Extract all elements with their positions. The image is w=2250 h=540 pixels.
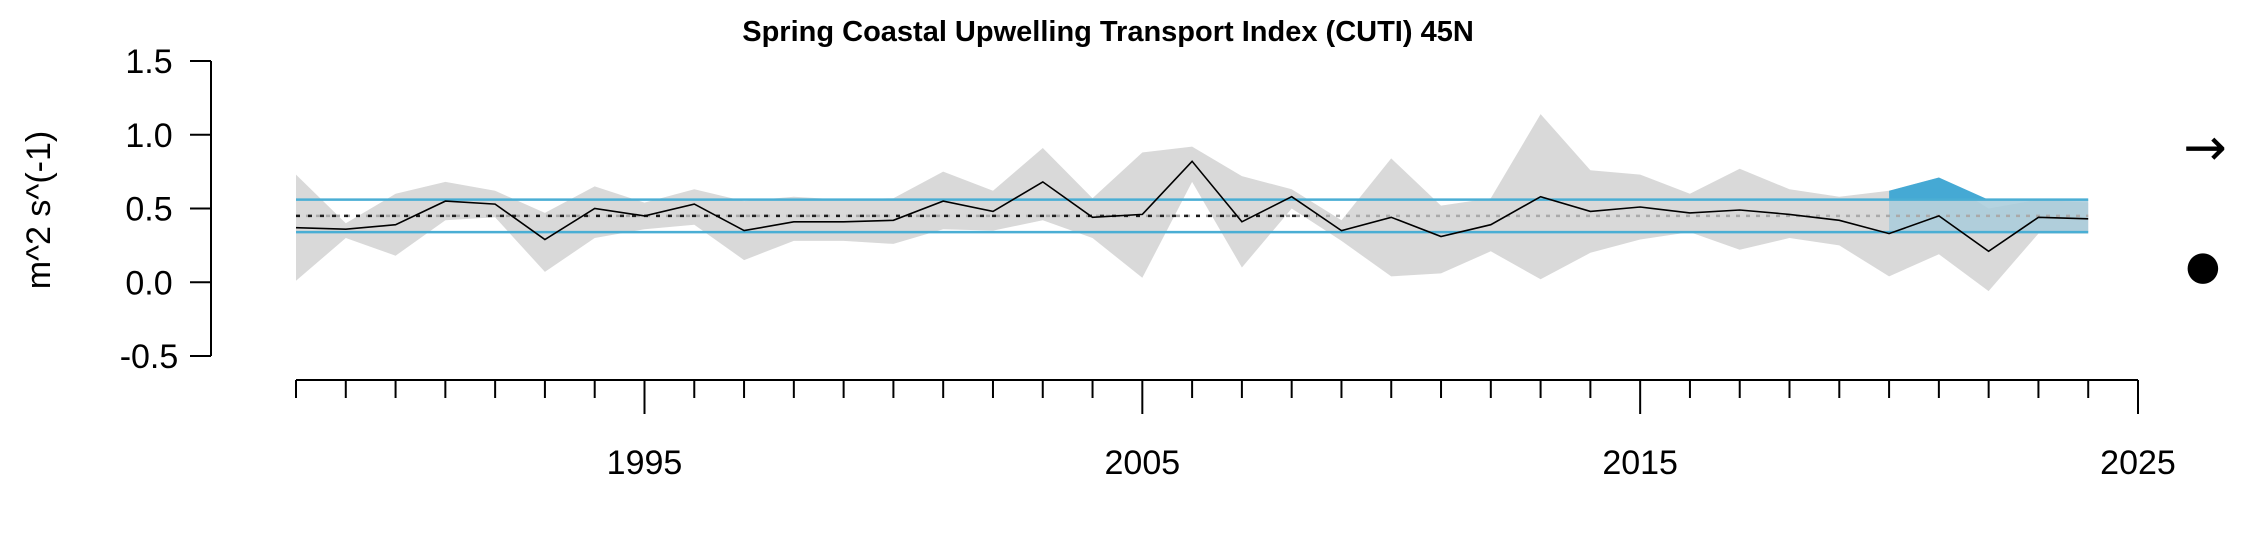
mean-dot-icon: ● bbox=[2186, 243, 2221, 289]
x-tick-label: 2015 bbox=[1602, 444, 1678, 482]
recent-window-above-fill bbox=[1889, 177, 2089, 200]
x-tick-label: 2005 bbox=[1105, 444, 1181, 482]
trend-arrow-icon: → bbox=[2183, 118, 2227, 178]
y-tick-label: 0.0 bbox=[125, 264, 172, 302]
x-tick-label: 2025 bbox=[2100, 444, 2176, 482]
plot-area bbox=[295, 114, 2089, 292]
x-axis: 1995 2005 2015 2025 bbox=[295, 379, 2176, 482]
y-tick-label: 1.5 bbox=[125, 43, 172, 81]
y-tick-label: 0.5 bbox=[125, 191, 172, 229]
y-axis-title: m^2 s^(-1) bbox=[20, 131, 58, 289]
value-line bbox=[295, 160, 2089, 253]
x-tick-label: 1995 bbox=[607, 444, 683, 482]
error-band bbox=[296, 114, 2089, 292]
chart-title: Spring Coastal Upwelling Transport Index… bbox=[742, 16, 1474, 48]
y-axis: -0.5 0.0 0.5 1.0 1.5 bbox=[120, 43, 212, 376]
y-tick-label: -0.5 bbox=[120, 338, 179, 376]
y-tick-label: 1.0 bbox=[125, 117, 172, 155]
